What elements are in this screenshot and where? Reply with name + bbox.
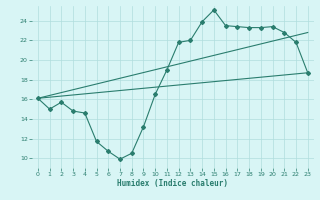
X-axis label: Humidex (Indice chaleur): Humidex (Indice chaleur): [117, 179, 228, 188]
